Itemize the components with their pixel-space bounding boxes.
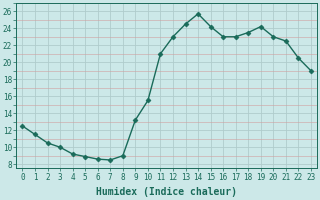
X-axis label: Humidex (Indice chaleur): Humidex (Indice chaleur) (96, 187, 237, 197)
